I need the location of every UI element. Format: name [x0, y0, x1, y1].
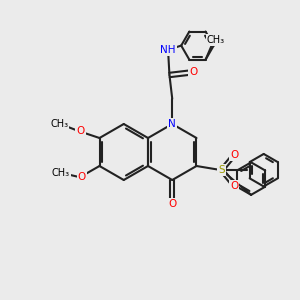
Text: S: S — [218, 165, 225, 175]
Text: O: O — [76, 126, 85, 136]
Text: CH₃: CH₃ — [50, 119, 68, 129]
Text: O: O — [189, 67, 197, 77]
Text: CH₃: CH₃ — [52, 168, 70, 178]
Text: O: O — [230, 150, 238, 160]
Text: O: O — [168, 199, 176, 209]
Text: O: O — [78, 172, 86, 182]
Text: N: N — [168, 119, 176, 129]
Text: O: O — [230, 181, 238, 190]
Text: NH: NH — [160, 45, 176, 55]
Text: CH₃: CH₃ — [207, 35, 225, 45]
